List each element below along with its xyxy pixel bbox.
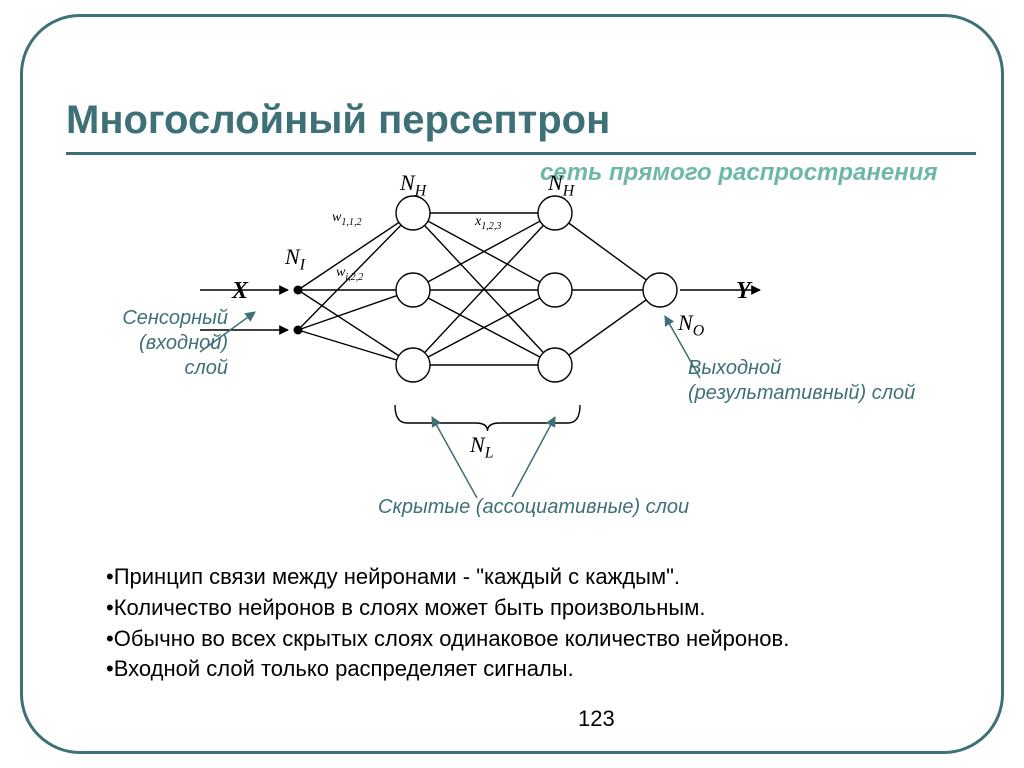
annotation-arrow bbox=[200, 312, 255, 352]
neuron bbox=[396, 273, 430, 307]
neuron bbox=[538, 273, 572, 307]
neuron bbox=[538, 348, 572, 382]
annotation-arrow bbox=[432, 417, 477, 498]
input-node bbox=[294, 286, 303, 295]
neuron bbox=[396, 348, 430, 382]
neuron bbox=[396, 196, 430, 230]
annotation-arrow bbox=[512, 417, 555, 497]
neuron bbox=[643, 273, 677, 307]
annotation-arrow bbox=[665, 316, 700, 378]
input-node bbox=[294, 326, 303, 335]
neuron bbox=[538, 196, 572, 230]
diagram-svg bbox=[0, 0, 1024, 768]
